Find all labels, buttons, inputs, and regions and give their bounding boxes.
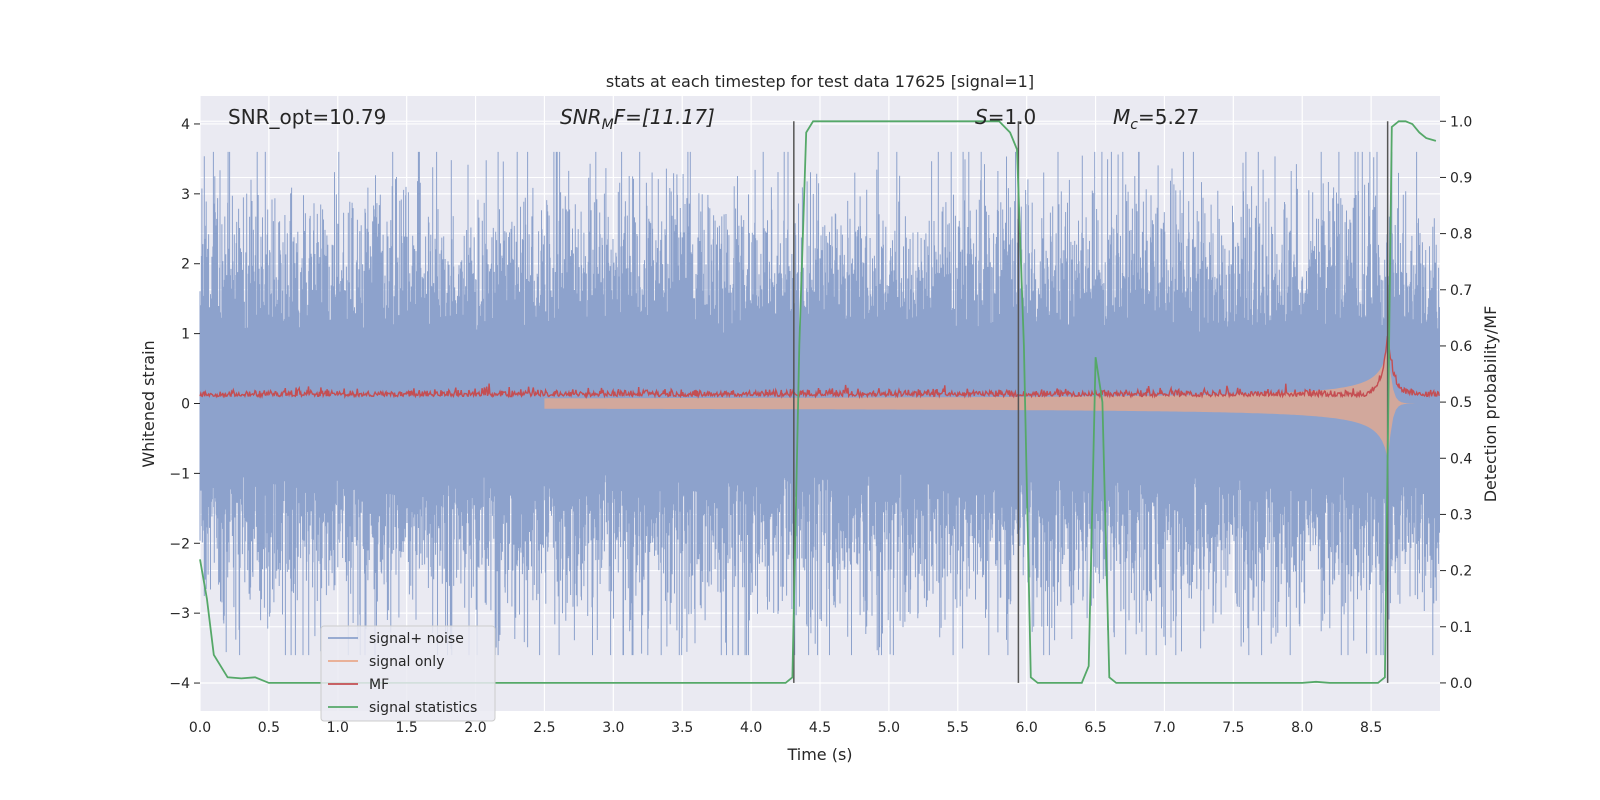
x-tick-label: 3.5	[671, 720, 693, 736]
signal-only-series	[544, 348, 1440, 459]
y-tick-label: −2	[169, 536, 190, 552]
y2-tick-label: 0.2	[1450, 564, 1472, 580]
x-axis-ticks: 0.0 0.5 1.0 1.5 2.0 2.5 3.0 3.5 4.0 4.5 5.0 5.5 6.0 6…	[189, 720, 1382, 736]
y2-tick-label: 0.9	[1450, 170, 1472, 186]
x-tick-label: 5.5	[947, 720, 969, 736]
snr-mf-sub: M	[602, 117, 614, 133]
x-tick-label: 7.0	[1153, 720, 1175, 736]
x-tick-label: 4.0	[740, 720, 762, 736]
chart-title: stats at each timestep for test data 176…	[606, 72, 1034, 91]
mc-sub: c	[1130, 117, 1138, 133]
y2-axis-label: Detection probability/MF	[1481, 306, 1500, 503]
legend-label-mf: MF	[369, 677, 389, 693]
x-tick-label: 7.5	[1222, 720, 1244, 736]
y-tick-label: 0	[181, 397, 190, 413]
mf-line	[199, 335, 1440, 400]
y2-tick-label: 0.1	[1450, 620, 1472, 636]
y2-tick-label: 0.8	[1450, 227, 1472, 243]
mc-tail: =5.27	[1138, 105, 1199, 129]
annotation-s: S=1.0	[975, 105, 1036, 129]
legend-box	[320, 625, 496, 722]
x-tick-label: 2.5	[533, 720, 555, 736]
y-tick-label: 4	[181, 117, 190, 133]
x-tick-label: 6.0	[1016, 720, 1038, 736]
mc-base: M	[1113, 105, 1130, 129]
x-tick-label: 5.0	[878, 720, 900, 736]
y2-tick-label: 0.5	[1450, 395, 1472, 411]
x-tick-label: 8.5	[1360, 720, 1382, 736]
x-tick-label: 6.5	[1084, 720, 1106, 736]
y2-tick-label: 0.6	[1450, 339, 1472, 355]
s-base: S	[975, 105, 988, 129]
x-tick-label: 0.5	[258, 720, 280, 736]
y-tick-label: 1	[181, 327, 190, 343]
x-tick-label: 8.0	[1291, 720, 1313, 736]
x-tick-label: 4.5	[809, 720, 831, 736]
y2-tick-label: 0.4	[1450, 451, 1472, 467]
y2-axis-ticks: 1.0 0.9 0.8 0.7 0.6 0.5 0.4 0.3 0.2 0.1 0.0	[1440, 114, 1472, 692]
x-tick-label: 1.5	[396, 720, 418, 736]
snr-mf-tail: F=[11.17]	[614, 105, 715, 129]
legend-label-signal-only: signal only	[369, 654, 444, 670]
y-tick-label: 2	[181, 257, 190, 273]
x-axis-label: Time (s)	[786, 745, 852, 764]
y-tick-label: −3	[169, 606, 190, 622]
y-axis-ticks: 4 3 2 1 0 −1 −2 −3 −4	[169, 117, 200, 692]
annotation-snr-mf: SNRMF=[11.17]	[560, 105, 715, 133]
y2-tick-label: 0.3	[1450, 507, 1472, 523]
y2-tick-label: 0.7	[1450, 283, 1472, 299]
y-tick-label: −1	[169, 466, 190, 482]
legend: signal+ noise signal only MF signal stat…	[320, 625, 496, 722]
legend-label-signal-noise: signal+ noise	[369, 631, 464, 647]
y-axis-label: Whitened strain	[139, 340, 158, 467]
s-tail: =1.0	[988, 105, 1037, 129]
signal-only-envelope	[544, 348, 1440, 459]
legend-label-signal-statistics: signal statistics	[369, 700, 477, 716]
snr-mf-base: SNR	[560, 105, 602, 129]
y-tick-label: 3	[181, 187, 190, 203]
y2-tick-label: 0.0	[1450, 676, 1472, 692]
x-tick-label: 2.0	[464, 720, 486, 736]
x-tick-label: 3.0	[602, 720, 624, 736]
x-tick-label: 1.0	[327, 720, 349, 736]
y2-tick-label: 1.0	[1450, 114, 1472, 130]
annotation-snr-opt: SNR_opt=10.79	[228, 105, 386, 129]
annotation-mc: Mc=5.27	[1113, 105, 1199, 133]
y-tick-label: −4	[169, 676, 190, 692]
mf-series	[199, 335, 1440, 400]
x-tick-label: 0.0	[189, 720, 211, 736]
